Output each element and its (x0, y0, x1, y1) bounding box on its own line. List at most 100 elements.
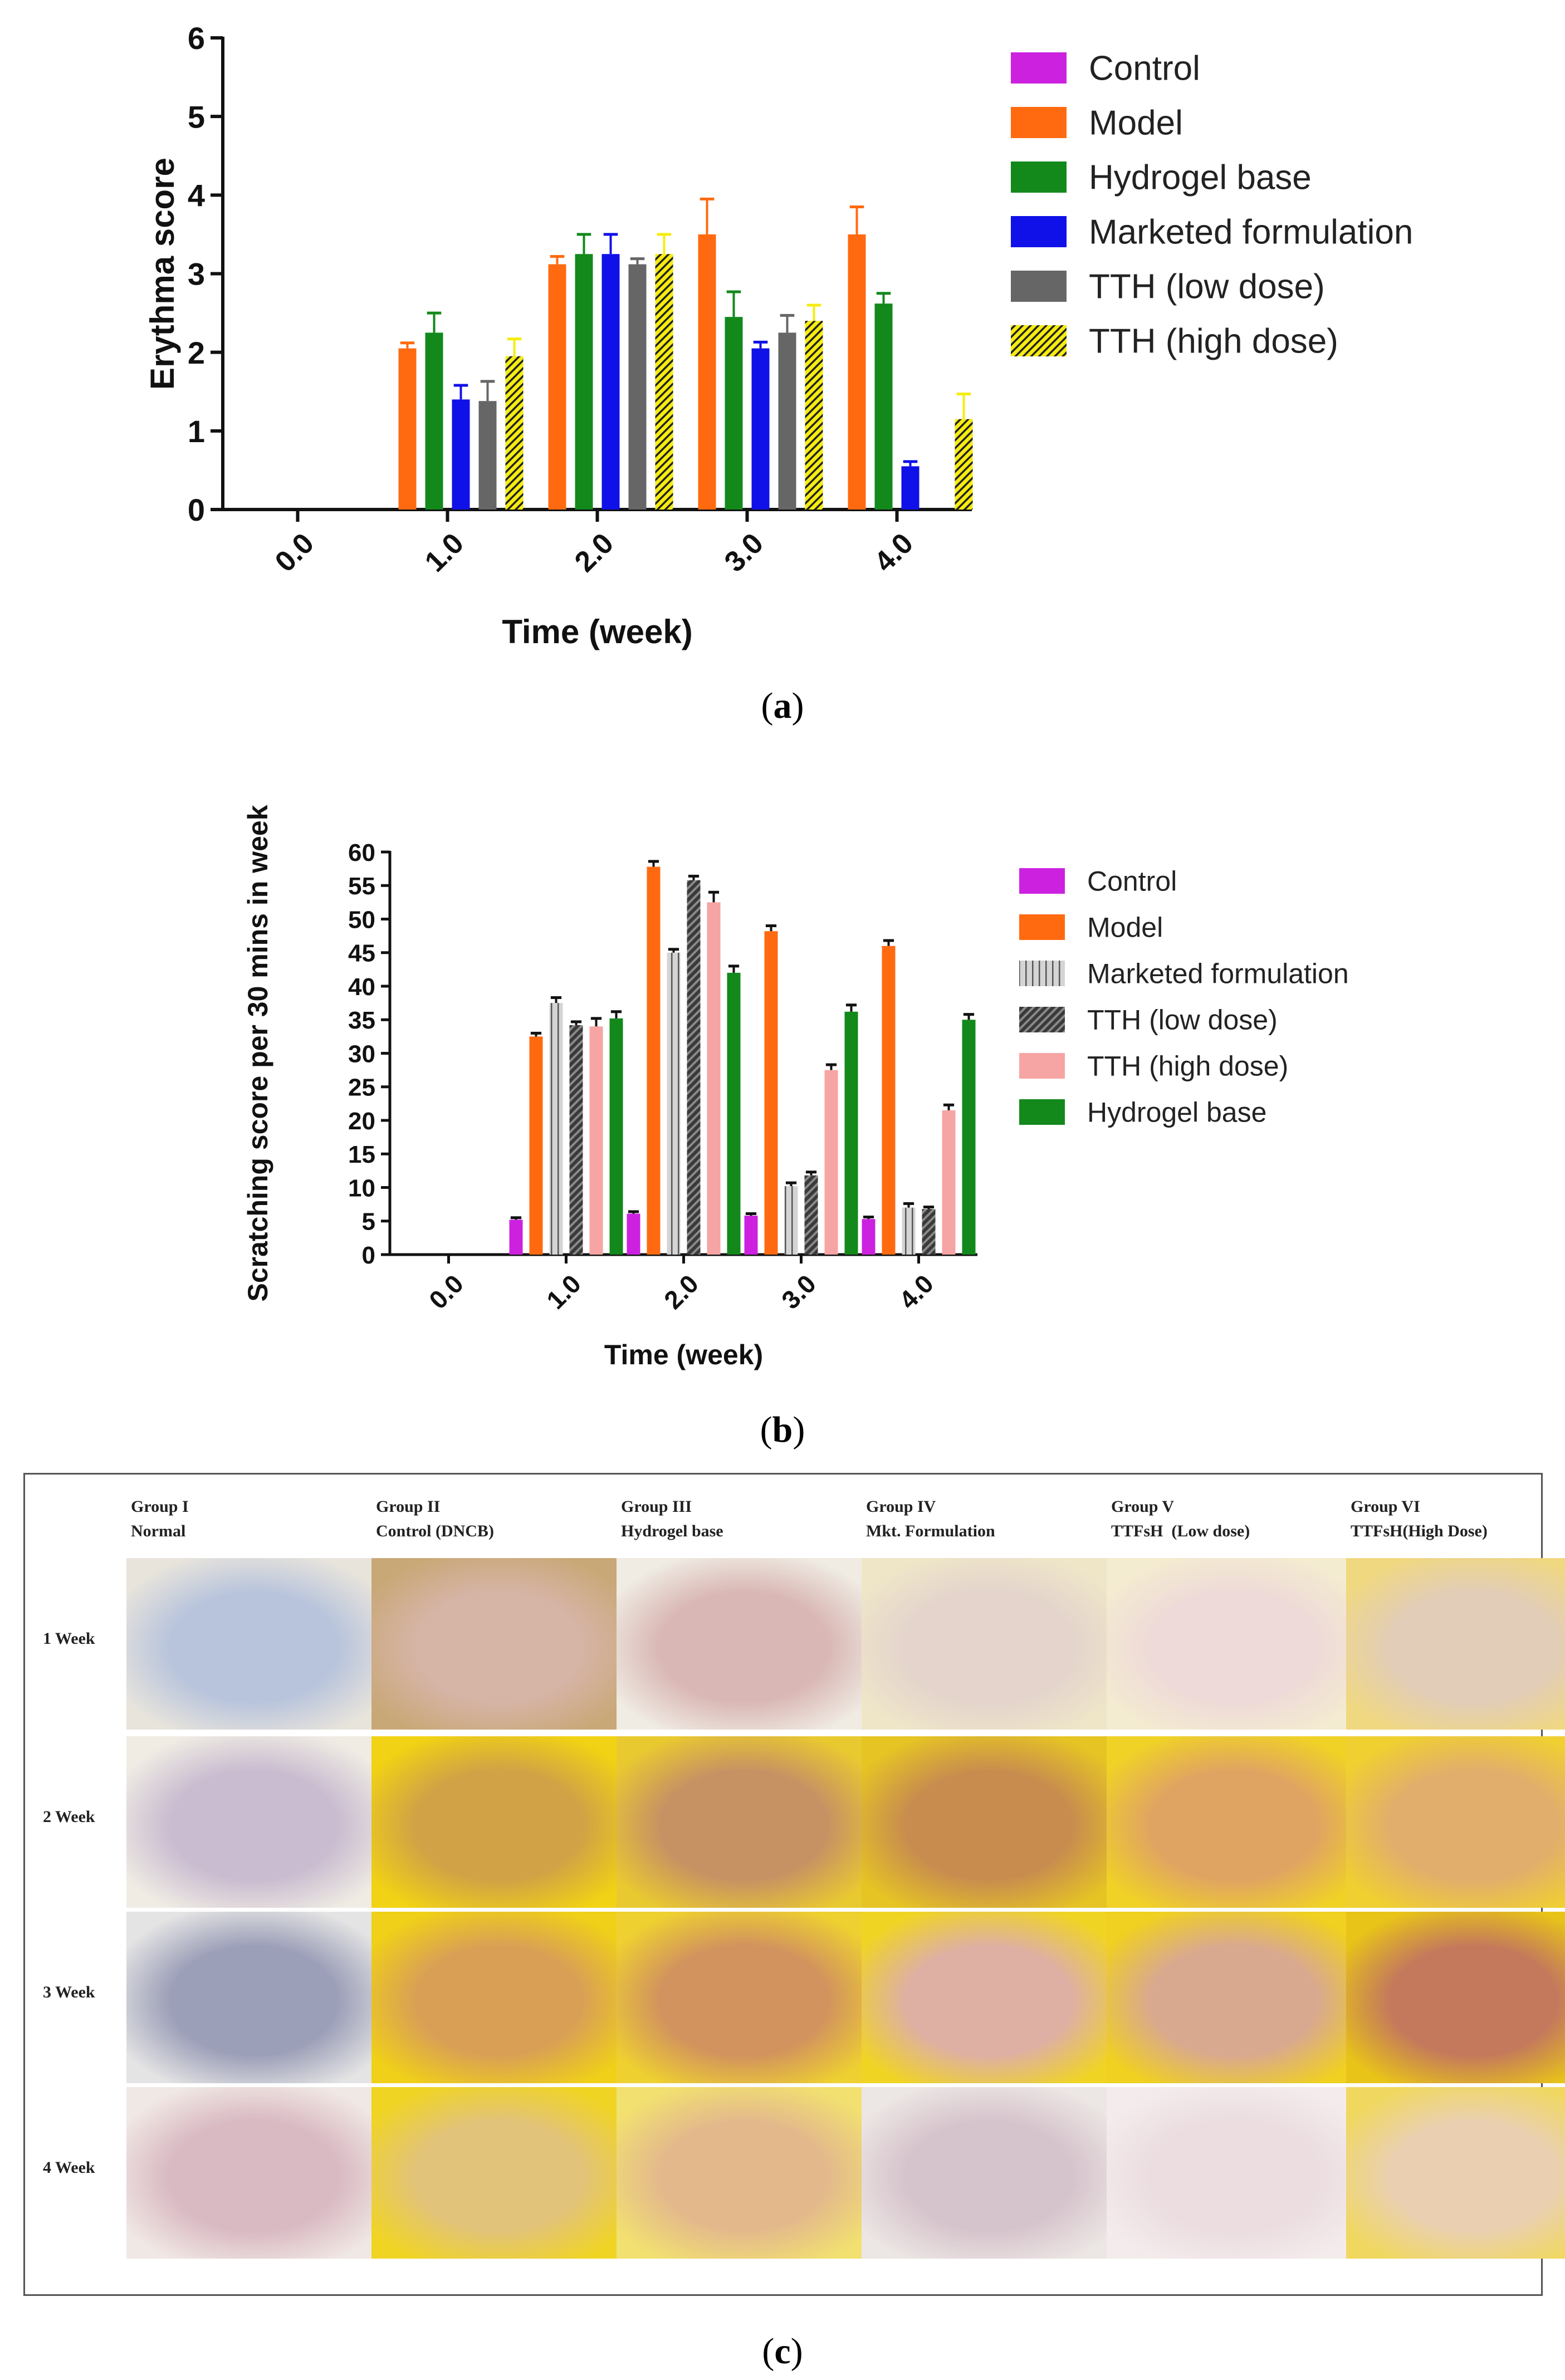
caption-a: (a) (761, 685, 804, 726)
legend-swatch-model (1019, 914, 1065, 940)
bar-marketed-formulation-week-1.0 (549, 1003, 563, 1255)
group-header: Group IV Mkt. Formulation (866, 1495, 995, 1544)
y-tick-label: 60 (348, 839, 375, 866)
y-tick-label: 2 (188, 335, 205, 370)
skin-lesion-photo (126, 2087, 371, 2259)
x-tick-label: 3.0 (776, 1269, 821, 1315)
bar-marketed-formulation-week-2.0 (601, 254, 620, 510)
skin-lesion-photo (862, 2087, 1107, 2259)
photo-grid-panel: Group I Normal Group II Control (DNCB) Group… (23, 1473, 1565, 2296)
legend-label-model: Model (1089, 104, 1183, 143)
legend-swatch-model (1011, 107, 1067, 138)
bar-hydrogel-base-week-1.0 (425, 332, 443, 510)
legend-swatch-control (1019, 868, 1065, 894)
bar-hydrogel-base-week-2.0 (727, 972, 741, 1255)
group-header: Group V TTFsH (Low dose) (1111, 1495, 1250, 1544)
legend-label-tth-high-dose: TTH (high dose) (1089, 322, 1338, 361)
week-label: 2 Week (43, 1808, 95, 1826)
bar-control-week-3.0 (744, 1216, 758, 1255)
bar-tth-high-dose-week-4.0 (955, 419, 973, 510)
skin-lesion-photo (617, 1912, 862, 2083)
y-tick-label: 30 (348, 1040, 375, 1067)
bar-hydrogel-base-week-4.0 (874, 303, 893, 510)
y-tick-label: 55 (348, 873, 375, 900)
skin-lesion-photo (371, 1912, 617, 2083)
y-tick-label: 4 (188, 178, 205, 213)
legend-swatch-tth-low-dose (1019, 1007, 1065, 1032)
bar-marketed-formulation-week-3.0 (784, 1186, 798, 1255)
bar-tth-low-dose-week-2.0 (628, 264, 647, 510)
bar-model-week-1.0 (529, 1036, 543, 1255)
y-tick-label: 6 (188, 21, 205, 56)
x-tick-label: 4.0 (893, 1269, 939, 1315)
skin-lesion-photo (126, 1736, 371, 1908)
legend-swatch-hydrogel-base (1019, 1099, 1065, 1125)
bar-marketed-formulation-week-1.0 (452, 399, 470, 510)
skin-lesion-photo (1346, 1912, 1565, 2083)
skin-lesion-photo (617, 1736, 862, 1908)
group-header: Group VI TTFsH(High Dose) (1351, 1495, 1488, 1544)
legend-label-control: Control (1087, 866, 1177, 897)
group-name: Group II (376, 1497, 441, 1516)
bar-model-week-1.0 (398, 348, 417, 510)
group-name: Group I (131, 1497, 189, 1516)
bar-tth-high-dose-week-3.0 (805, 321, 823, 510)
legend-label-tth-low-dose: TTH (low dose) (1087, 1005, 1278, 1036)
bar-tth-low-dose-week-3.0 (804, 1175, 818, 1255)
skin-lesion-photo (862, 1736, 1107, 1908)
y-tick-label: 50 (348, 906, 375, 933)
bar-hydrogel-base-week-3.0 (725, 317, 743, 510)
skin-lesion-photo (1346, 1558, 1565, 1730)
caption-c: (c) (762, 2331, 803, 2372)
group-treatment: Mkt. Formulation (866, 1522, 995, 1540)
bar-tth-high-dose-week-4.0 (942, 1110, 956, 1255)
y-tick-label: 0 (188, 492, 205, 527)
y-tick-label: 25 (348, 1074, 375, 1101)
legend-swatch-tth-high-dose (1019, 1053, 1065, 1079)
y-tick-label: 0 (362, 1242, 375, 1269)
x-tick-label: 2.0 (658, 1269, 704, 1315)
chart-b-scratching: 0 5 10 15 20 25 30 35 40 45 50 55 60 0.0 1.0 2.0 3.0 4.0 T… (242, 805, 1349, 1370)
skin-lesion-photo (617, 1558, 862, 1730)
skin-lesion-photo (1346, 2087, 1565, 2259)
bar-tth-low-dose-week-4.0 (922, 1209, 936, 1255)
bar-control-week-1.0 (509, 1220, 523, 1255)
chart-a-erythema: 0 1 2 3 4 5 6 0.0 1.0 2.0 3.0 4.0 Time (week) Erythma… (144, 21, 1413, 650)
x-tick-label: 2.0 (569, 527, 620, 579)
bar-hydrogel-base-week-1.0 (609, 1018, 623, 1255)
bar-model-week-4.0 (882, 946, 896, 1255)
week-label: 4 Week (43, 2158, 95, 2177)
y-tick-label: 1 (188, 414, 205, 449)
bar-model-week-3.0 (698, 234, 716, 510)
legend-label-tth-high-dose: TTH (high dose) (1087, 1051, 1288, 1082)
group-name: Group IV (866, 1497, 936, 1516)
x-tick-label: 4.0 (868, 527, 920, 579)
x-tick-label: 1.0 (541, 1269, 586, 1315)
bar-model-week-2.0 (548, 264, 566, 510)
skin-lesion-photo (617, 2087, 862, 2259)
bar-tth-high-dose-week-2.0 (655, 254, 673, 510)
caption-b: (b) (760, 1409, 805, 1450)
y-tick-label: 35 (348, 1007, 375, 1034)
legend-label-marketed-formulation: Marketed formulation (1089, 213, 1413, 252)
y-tick-label: 15 (348, 1141, 375, 1168)
skin-lesion-photo (371, 1558, 617, 1730)
bar-marketed-formulation-week-2.0 (667, 952, 681, 1255)
group-name: Group V (1111, 1497, 1175, 1516)
group-treatment: TTFsH (Low dose) (1111, 1522, 1250, 1540)
legend-swatch-tth-low-dose (1011, 271, 1067, 302)
skin-lesion-photo (862, 1912, 1107, 2083)
week-label: 1 Week (43, 1629, 95, 1648)
skin-lesion-photo (862, 1558, 1107, 1730)
group-treatment: Control (DNCB) (376, 1522, 494, 1540)
bar-hydrogel-base-week-2.0 (575, 254, 593, 510)
group-header: Group II Control (DNCB) (376, 1495, 494, 1544)
bar-tth-low-dose-week-1.0 (478, 401, 497, 510)
y-axis-title: Scratching score per 30 mins in week (242, 805, 273, 1301)
bar-marketed-formulation-week-4.0 (901, 466, 920, 510)
bar-tth-high-dose-week-1.0 (505, 356, 524, 510)
group-name: Group VI (1351, 1497, 1420, 1516)
group-treatment: Normal (131, 1522, 186, 1540)
skin-lesion-photo (1107, 1912, 1352, 2083)
x-tick-label: 3.0 (718, 527, 770, 579)
